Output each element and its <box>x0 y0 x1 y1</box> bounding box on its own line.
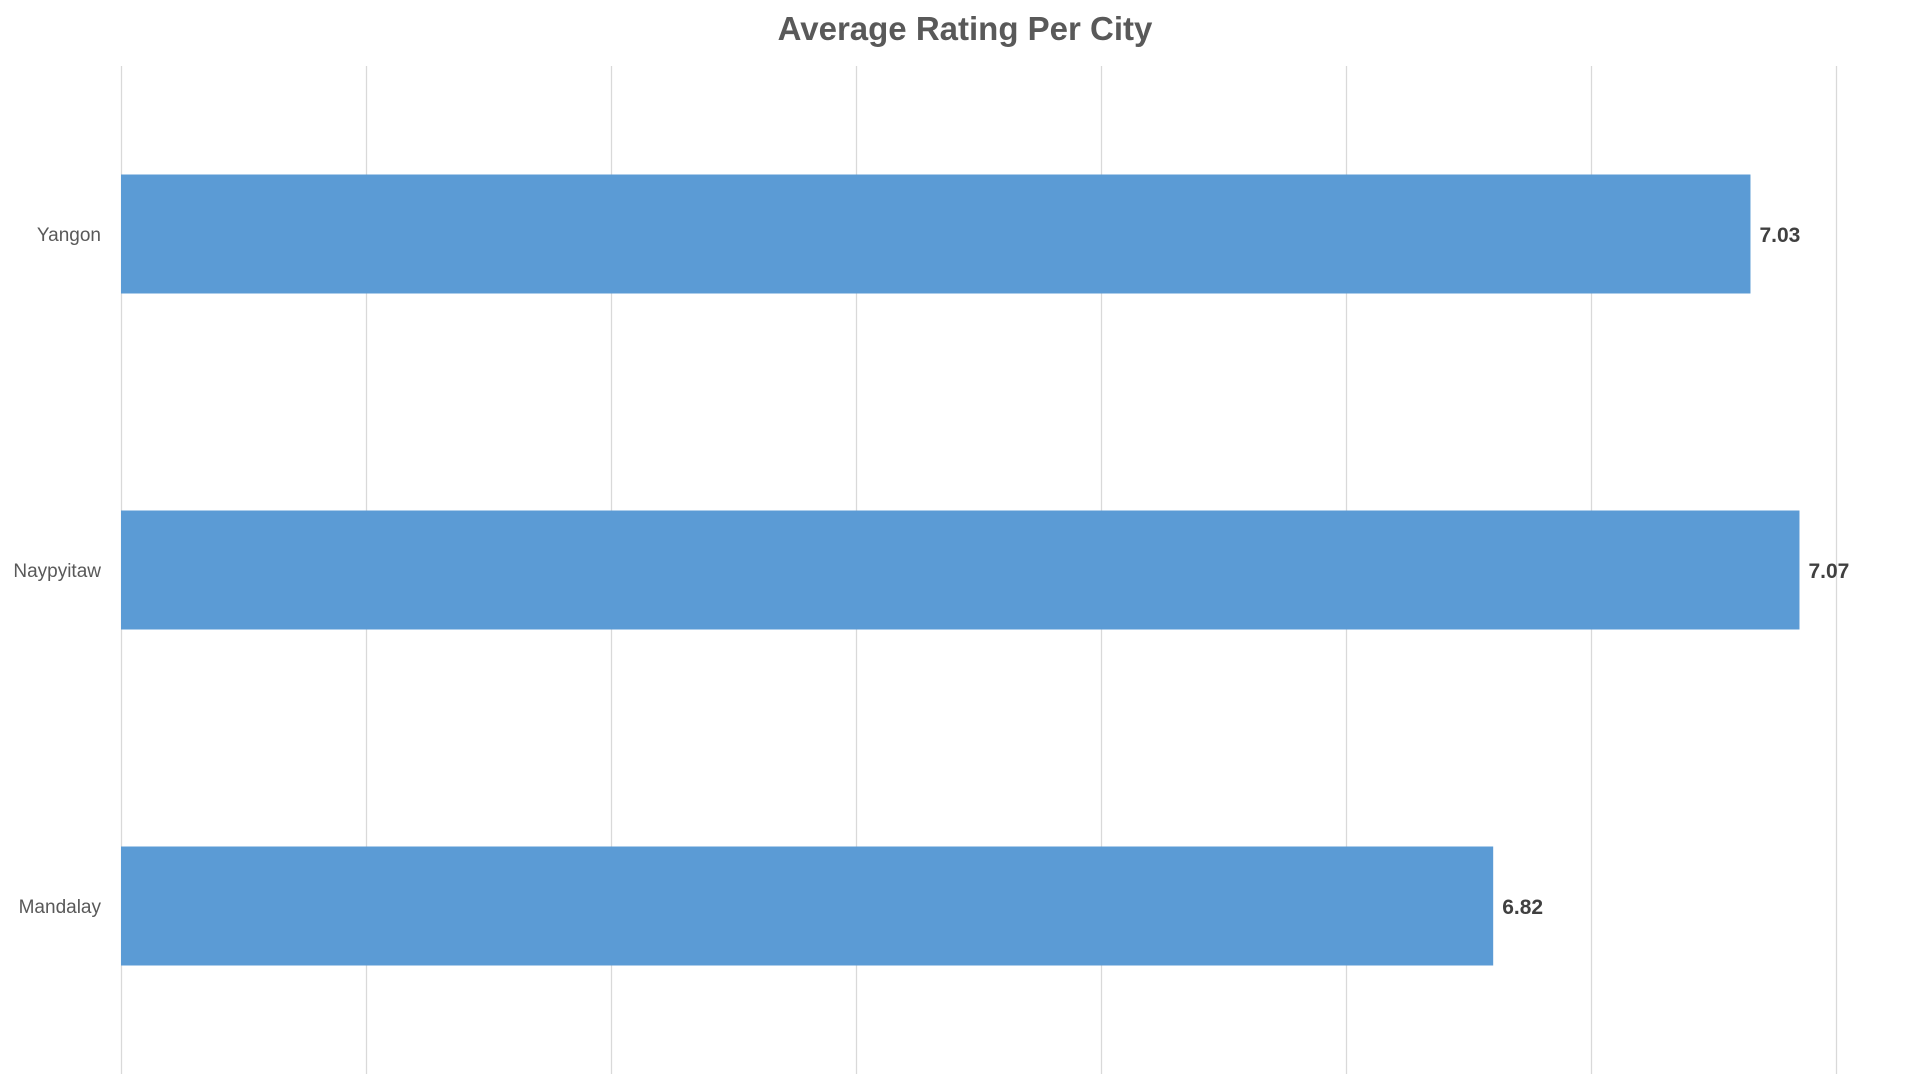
category-label-yangon: Yangon <box>37 225 101 246</box>
bar-yangon <box>121 174 1751 294</box>
data-label-naypyitaw: 7.07 <box>1808 560 1849 583</box>
data-label-mandalay: 6.82 <box>1502 896 1543 919</box>
labels: Yangon 7.03 Naypyitaw 7.07 Mandalay 6.82 <box>13 224 1849 919</box>
category-label-mandalay: Mandalay <box>19 897 102 918</box>
chart-title: Average Rating Per City <box>778 10 1153 47</box>
category-label-naypyitaw: Naypyitaw <box>13 561 101 582</box>
bar-mandalay <box>121 846 1494 966</box>
data-label-yangon: 7.03 <box>1759 224 1800 247</box>
bar-naypyitaw <box>121 510 1800 630</box>
bars <box>121 174 1800 966</box>
